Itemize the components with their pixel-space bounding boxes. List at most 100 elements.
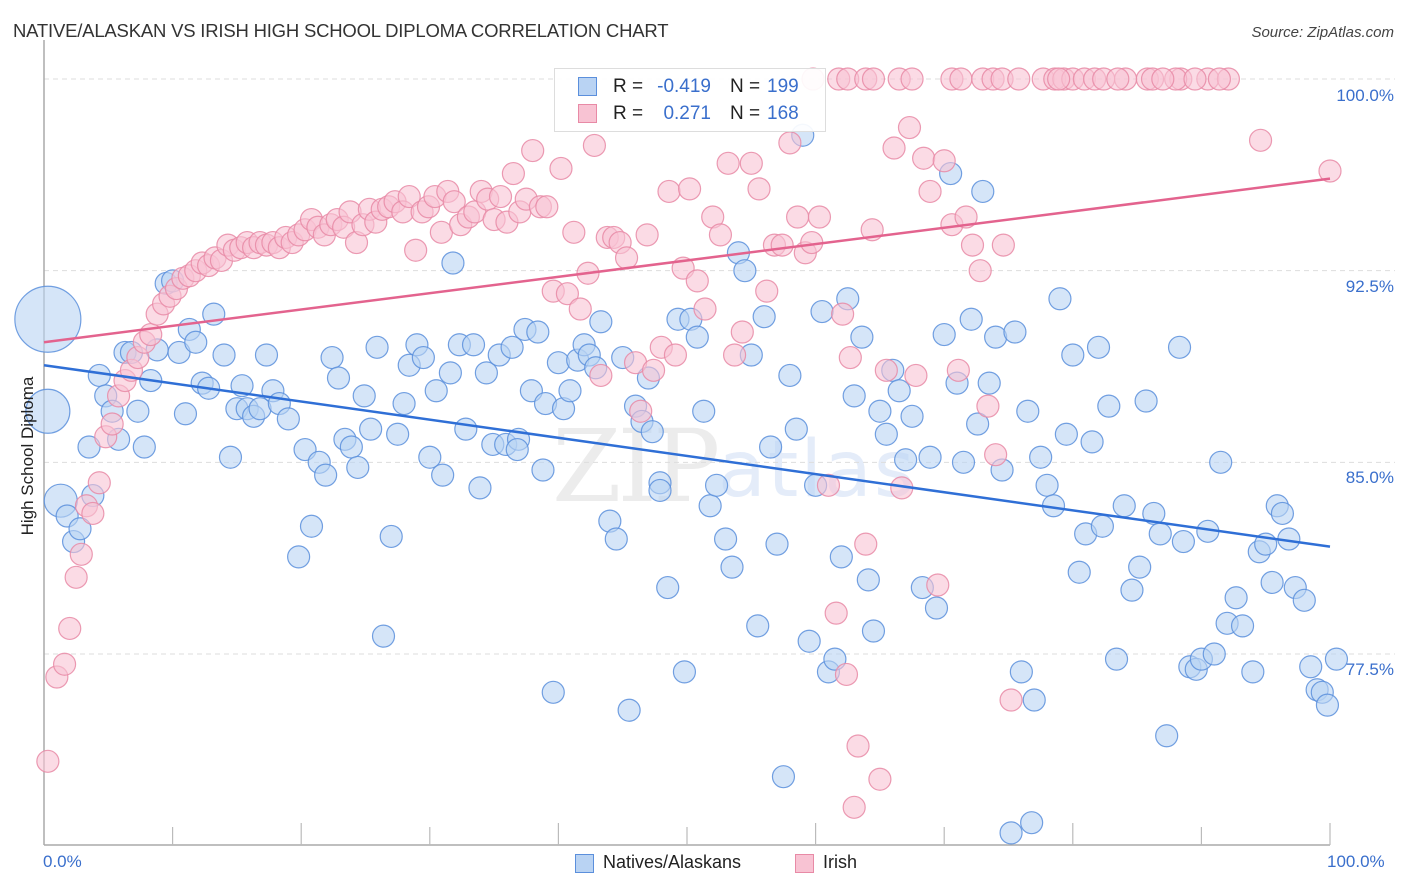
- data-point-natives: [287, 545, 311, 569]
- data-point-natives: [984, 325, 1008, 349]
- y-tick-label: 92.5%: [1345, 277, 1394, 296]
- data-point-natives: [431, 463, 455, 487]
- r-label: R =: [613, 76, 644, 97]
- data-point-irish: [69, 542, 93, 566]
- data-point-irish: [722, 343, 747, 367]
- data-point-natives: [617, 698, 641, 722]
- data-point-natives: [1171, 529, 1195, 554]
- data-point-natives: [604, 527, 628, 551]
- series-natives-alaskans-points: [14, 123, 1349, 845]
- data-point-natives: [1029, 445, 1053, 469]
- data-point-natives: [77, 435, 101, 459]
- data-point-natives: [371, 624, 396, 648]
- data-point-irish: [36, 749, 60, 773]
- data-point-natives: [1299, 655, 1323, 679]
- data-point-irish: [918, 179, 942, 204]
- data-point-natives: [1148, 522, 1172, 546]
- data-point-irish: [685, 269, 709, 293]
- data-point-natives: [320, 345, 344, 370]
- data-point-irish: [807, 205, 832, 229]
- n-value: 168: [767, 103, 799, 124]
- data-point-irish: [442, 190, 466, 214]
- data-point-natives: [900, 404, 924, 428]
- data-point-natives: [924, 596, 949, 620]
- data-point-natives: [1086, 335, 1111, 359]
- data-point-irish: [1007, 67, 1031, 91]
- data-point-natives: [441, 251, 465, 275]
- r-label: R =: [613, 103, 644, 124]
- data-point-natives: [126, 399, 150, 423]
- data-point-irish: [677, 177, 702, 201]
- data-point-irish: [562, 220, 586, 244]
- data-point-irish: [785, 205, 810, 229]
- data-point-natives: [672, 660, 697, 684]
- data-point-natives: [829, 545, 853, 569]
- data-point-irish: [397, 184, 421, 209]
- data-point-natives: [418, 445, 442, 469]
- pink-swatch-icon: [795, 854, 814, 873]
- data-point-irish: [708, 223, 733, 247]
- data-point-irish: [874, 358, 898, 382]
- data-point-natives: [959, 307, 983, 331]
- data-point-natives: [541, 680, 565, 704]
- n-label: N =: [730, 76, 761, 97]
- data-point-natives: [1003, 320, 1027, 344]
- data-point-irish: [824, 601, 848, 625]
- data-point-irish: [976, 394, 1000, 418]
- data-point-natives: [1061, 343, 1085, 367]
- data-point-natives: [411, 345, 435, 370]
- data-point-irish: [693, 297, 717, 321]
- data-point-natives: [25, 388, 71, 434]
- data-point-natives: [438, 361, 462, 385]
- data-point-natives: [746, 614, 770, 638]
- blue-swatch-icon: [578, 77, 597, 96]
- data-point-natives: [1067, 560, 1091, 584]
- data-point-natives: [887, 379, 911, 403]
- data-point-natives: [1134, 389, 1158, 413]
- data-point-natives: [1202, 642, 1226, 666]
- data-point-irish: [846, 734, 870, 758]
- data-point-natives: [339, 435, 363, 459]
- data-point-irish: [1106, 67, 1130, 91]
- data-point-natives: [797, 629, 821, 653]
- data-point-natives: [713, 527, 738, 551]
- data-point-irish: [730, 320, 754, 344]
- data-point-natives: [1112, 494, 1136, 518]
- y-tick-label: 85.0%: [1345, 468, 1394, 487]
- data-point-natives: [379, 524, 403, 549]
- data-point-natives: [184, 330, 208, 354]
- x-tick-label: 0.0%: [43, 852, 82, 871]
- data-point-natives: [720, 555, 744, 579]
- data-point-natives: [531, 458, 555, 482]
- data-point-natives: [758, 435, 783, 459]
- data-point-natives: [966, 412, 990, 436]
- data-point-irish: [770, 233, 794, 257]
- data-point-natives: [132, 435, 156, 459]
- data-point-natives: [868, 399, 892, 423]
- data-point-natives: [386, 422, 410, 446]
- data-point-natives: [861, 619, 886, 643]
- data-point-natives: [771, 765, 796, 789]
- data-point-natives: [1020, 811, 1044, 835]
- data-point-natives: [558, 379, 582, 403]
- data-point-natives: [648, 478, 672, 503]
- y-tick-label: 100.0%: [1336, 86, 1394, 105]
- data-point-natives: [685, 325, 709, 349]
- data-point-irish: [555, 282, 580, 306]
- data-point-natives: [874, 422, 898, 446]
- data-point-natives: [704, 473, 729, 497]
- data-point-natives: [346, 455, 370, 480]
- data-point-natives: [1270, 501, 1295, 526]
- data-point-natives: [173, 402, 198, 426]
- x-tick-label: 100.0%: [1327, 852, 1385, 871]
- data-point-irish: [716, 151, 740, 175]
- data-point-irish: [501, 161, 525, 186]
- data-point-irish: [778, 131, 802, 155]
- y-axis-label: High School Diploma: [18, 376, 37, 536]
- data-point-natives: [1104, 647, 1129, 671]
- data-point-irish: [1248, 128, 1273, 152]
- data-point-irish: [641, 358, 666, 382]
- pink-swatch-icon: [578, 104, 597, 123]
- data-point-natives: [212, 343, 236, 367]
- data-point-irish: [960, 233, 985, 257]
